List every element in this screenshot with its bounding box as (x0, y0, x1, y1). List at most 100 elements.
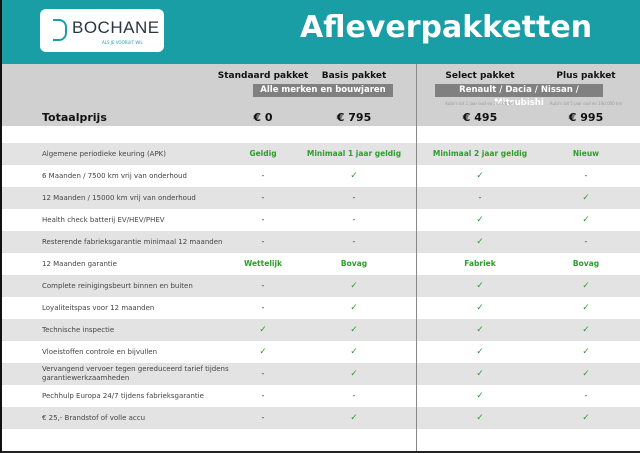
col-plus: Plus pakket (556, 71, 616, 81)
feature-label: 12 Maanden / 15000 km vrij van onderhoud (42, 193, 196, 202)
check-icon: ✓ (259, 325, 267, 335)
table-row: 12 Maanden garantie Wettelijk Bovag Fabriek… (0, 253, 640, 275)
value-cell: Bovag (572, 259, 600, 268)
feature-label: 6 Maanden / 7500 km vrij van onderhoud (42, 171, 187, 180)
table-header: Standaard pakket Basis pakket Select pak… (0, 64, 640, 126)
dash-cell: - (261, 391, 265, 400)
table-row: Pechhulp Europa 24/7 tijdens fabrieksgar… (0, 385, 640, 407)
total-label: Totaalprijs (42, 111, 107, 124)
table-row: € 25,- Brandstof of volle accu - ✓ ✓ ✓ (0, 407, 640, 429)
dash-cell: - (261, 237, 265, 246)
cart-icon (53, 19, 67, 41)
check-icon: ✓ (350, 413, 358, 423)
check-icon: ✓ (476, 303, 484, 313)
dash-cell: - (261, 171, 265, 180)
table-row: Loyaliteitspas voor 12 maanden - ✓ ✓ ✓ (0, 297, 640, 319)
check-icon: ✓ (350, 303, 358, 313)
dash-cell: - (261, 303, 265, 312)
page-title: Afleverpakketten (300, 10, 593, 45)
band-all-brands: Alle merken en bouwjaren (253, 84, 393, 97)
check-icon: ✓ (350, 325, 358, 335)
table-row: 12 Maanden / 15000 km vrij van onderhoud… (0, 187, 640, 209)
check-icon: ✓ (350, 171, 358, 181)
dash-cell: - (261, 369, 265, 378)
brand-name: BOCHANE (72, 18, 160, 37)
price-select: € 495 (462, 111, 498, 124)
dash-cell: - (352, 193, 356, 202)
header-bar: BOCHANE ALS JE VOORUIT WIL Afleverpakket… (0, 0, 640, 64)
select-note: Auto's tot 1 jaar oud en 20.000 km (445, 101, 515, 106)
check-icon: ✓ (582, 193, 590, 203)
band-brands: Renault / Dacia / Nissan / Mitsubishi (435, 84, 603, 108)
table-row: Vloeistoffen controle en bijvullen ✓ ✓ ✓ ✓ (0, 341, 640, 363)
table-row: Technische inspectie ✓ ✓ ✓ ✓ (0, 319, 640, 341)
price-plus: € 995 (568, 111, 604, 124)
feature-label: Resterende fabrieksgarantie minimaal 12 … (42, 237, 223, 246)
dash-cell: - (261, 281, 265, 290)
check-icon: ✓ (582, 325, 590, 335)
value-cell: Bovag (340, 259, 368, 268)
table-row: Complete reinigingsbeurt binnen en buite… (0, 275, 640, 297)
value-cell: Nieuw (572, 149, 600, 158)
check-icon: ✓ (476, 347, 484, 357)
feature-label: Pechhulp Europa 24/7 tijdens fabrieksgar… (42, 391, 204, 400)
table-row: Vervangend vervoer tegen gereduceerd tar… (0, 363, 640, 385)
feature-label: Vervangend vervoer tegen gereduceerd tar… (42, 365, 229, 382)
check-icon: ✓ (582, 215, 590, 225)
price-basis: € 795 (336, 111, 372, 124)
value-cell: Wettelijk (243, 259, 283, 268)
table-row: Resterende fabrieksgarantie minimaal 12 … (0, 231, 640, 253)
dash-cell: - (352, 215, 356, 224)
check-icon: ✓ (350, 347, 358, 357)
check-icon: ✓ (350, 369, 358, 379)
value-cell: Geldig (249, 149, 277, 158)
value-cell: Minimaal 1 jaar geldig (306, 149, 402, 158)
dash-cell: - (584, 171, 588, 180)
brand-tagline: ALS JE VOORUIT WIL (102, 40, 143, 45)
feature-table: Algemene periodieke keuring (APK) Geldig M… (0, 143, 640, 429)
col-standaard: Standaard pakket (217, 71, 309, 81)
check-icon: ✓ (476, 281, 484, 291)
feature-label: Health check batterij EV/HEV/PHEV (42, 215, 165, 224)
check-icon: ✓ (582, 413, 590, 423)
check-icon: ✓ (476, 171, 484, 181)
col-select: Select pakket (445, 71, 515, 81)
check-icon: ✓ (476, 325, 484, 335)
check-icon: ✓ (476, 237, 484, 247)
price-standaard: € 0 (253, 111, 273, 124)
value-cell: Fabriek (464, 259, 496, 268)
feature-label: Technische inspectie (42, 325, 115, 334)
check-icon: ✓ (582, 303, 590, 313)
feature-label: € 25,- Brandstof of volle accu (42, 413, 146, 422)
check-icon: ✓ (350, 281, 358, 291)
table-row: 6 Maanden / 7500 km vrij van onderhoud - ✓… (0, 165, 640, 187)
bochane-logo: BOCHANE ALS JE VOORUIT WIL (40, 9, 164, 52)
feature-label: Algemene periodieke keuring (APK) (42, 149, 167, 158)
dash-cell: - (261, 215, 265, 224)
dash-cell: - (584, 391, 588, 400)
plus-note: Auto's tot 5 jaar oud en 100.000 km (549, 101, 623, 106)
check-icon: ✓ (259, 347, 267, 357)
feature-label: Vloeistoffen controle en bijvullen (42, 347, 158, 356)
check-icon: ✓ (476, 391, 484, 401)
feature-label: Loyaliteitspas voor 12 maanden (42, 303, 155, 312)
check-icon: ✓ (476, 215, 484, 225)
col-basis: Basis pakket (321, 71, 387, 81)
check-icon: ✓ (582, 281, 590, 291)
dash-cell: - (352, 237, 356, 246)
check-icon: ✓ (476, 369, 484, 379)
check-icon: ✓ (582, 369, 590, 379)
column-divider (416, 64, 417, 451)
dash-cell: - (352, 391, 356, 400)
check-icon: ✓ (582, 347, 590, 357)
table-row: Algemene periodieke keuring (APK) Geldig M… (0, 143, 640, 165)
dash-cell: - (261, 413, 265, 422)
value-cell: Minimaal 2 jaar geldig (432, 149, 528, 158)
feature-label: Complete reinigingsbeurt binnen en buite… (42, 281, 193, 290)
feature-label: 12 Maanden garantie (42, 259, 117, 268)
dash-cell: - (261, 193, 265, 202)
dash-cell: - (584, 237, 588, 246)
dash-cell: - (478, 193, 482, 202)
table-row: Health check batterij EV/HEV/PHEV - - ✓ ✓ (0, 209, 640, 231)
